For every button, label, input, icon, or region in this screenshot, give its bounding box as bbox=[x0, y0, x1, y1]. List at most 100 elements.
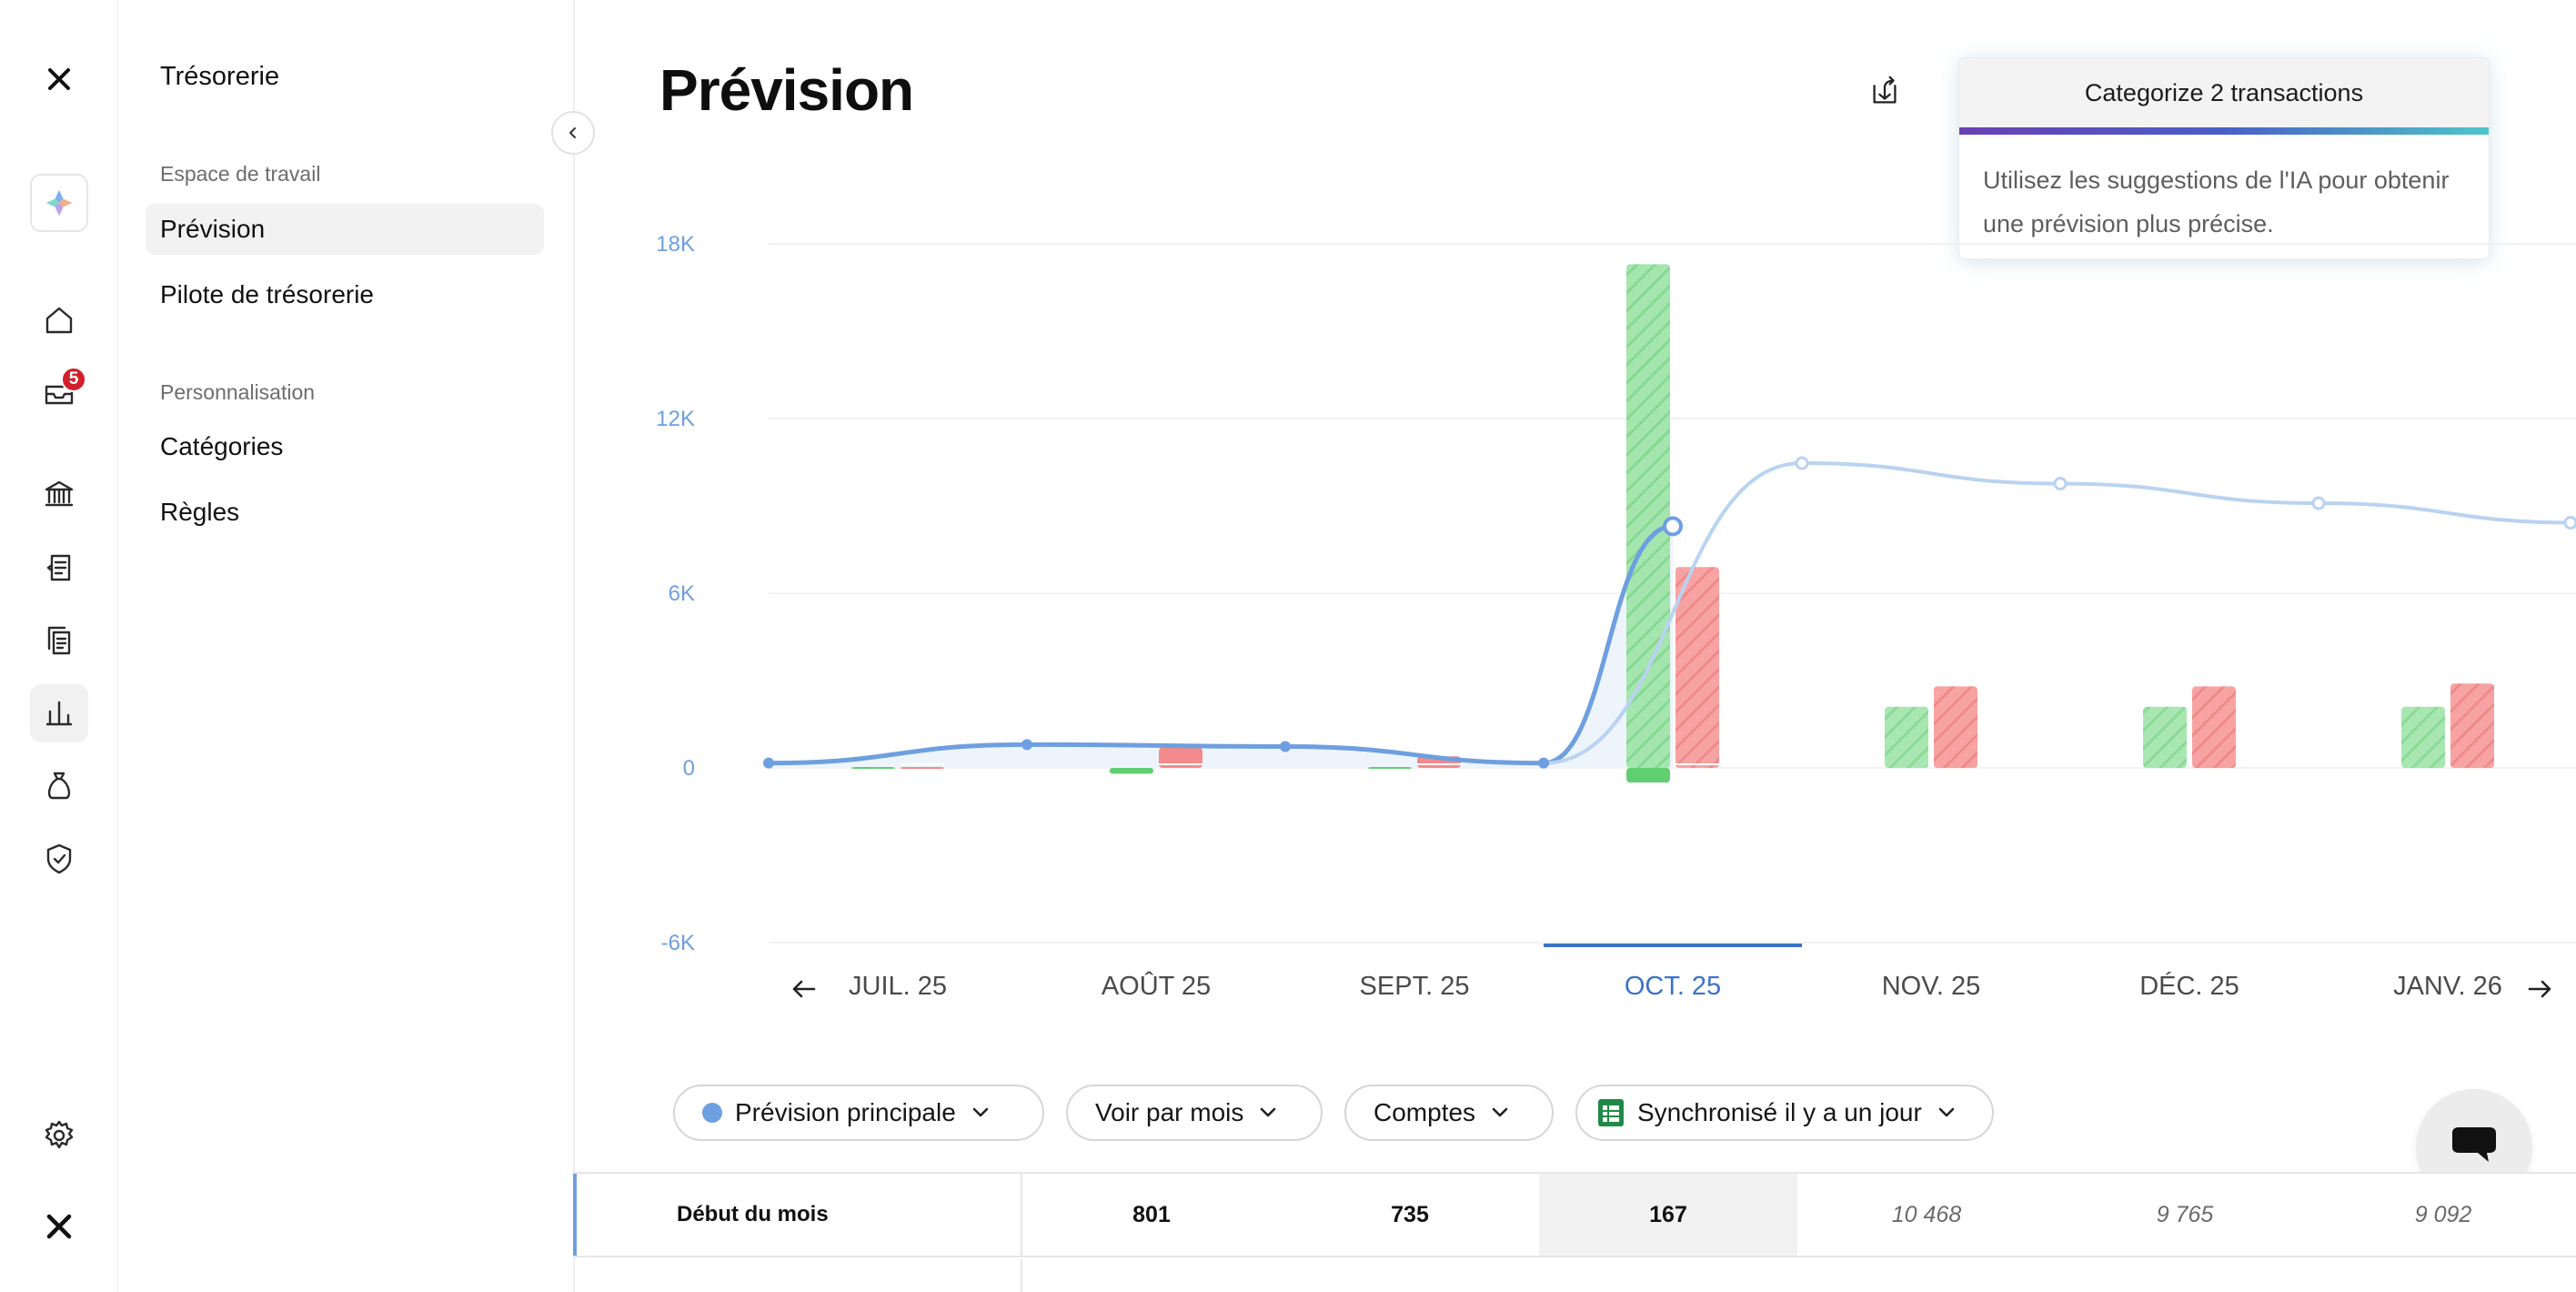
forecast-point bbox=[2053, 477, 2068, 491]
previous-period-button[interactable] bbox=[786, 971, 822, 1007]
inflow-bar bbox=[1885, 706, 1928, 768]
table-cell[interactable]: 735 bbox=[1391, 1201, 1429, 1227]
period-dropdown[interactable]: Voir par mois bbox=[1066, 1085, 1323, 1141]
outflow-bar bbox=[901, 767, 944, 770]
period-label: Voir par mois bbox=[1095, 1098, 1244, 1126]
arrow-right-icon bbox=[2528, 980, 2551, 998]
table-row: Début du mois 801 735 167 10 468 9 765 9… bbox=[573, 1172, 2576, 1257]
chat-icon bbox=[2452, 1127, 2496, 1162]
y-tick-label: 18K bbox=[656, 232, 695, 257]
x-axis-label: SEPT. 25 bbox=[1360, 972, 1470, 1001]
ai-card-title[interactable]: Categorize 2 transactions bbox=[1959, 58, 2489, 127]
table-cell[interactable]: 801 bbox=[1132, 1201, 1171, 1227]
forecast-balance-line bbox=[1543, 461, 2576, 765]
spreadsheet-icon bbox=[1598, 1099, 1624, 1126]
invoices-icon[interactable] bbox=[30, 539, 88, 597]
nav-item-categories[interactable]: Catégories bbox=[160, 432, 284, 460]
inflow-bar bbox=[1626, 264, 1670, 768]
collapse-sidebar-button[interactable] bbox=[551, 111, 595, 155]
outflow-bar bbox=[1675, 567, 1719, 768]
inflow-bar bbox=[1110, 768, 1153, 774]
scenario-dropdown[interactable]: Prévision principale bbox=[673, 1085, 1044, 1141]
balance-point bbox=[1663, 516, 1683, 537]
secondary-sidebar: Trésorerie Espace de travail Prévision P… bbox=[118, 0, 595, 1292]
outflow-bar bbox=[1934, 686, 1977, 768]
shield-icon[interactable] bbox=[30, 830, 88, 888]
scenario-color-dot bbox=[702, 1103, 722, 1123]
outflow-bar bbox=[2450, 683, 2494, 768]
table-cell-forecast[interactable]: 9 765 bbox=[2156, 1201, 2214, 1227]
bank-icon[interactable] bbox=[30, 465, 88, 523]
next-period-button[interactable] bbox=[2521, 971, 2558, 1007]
scenario-label: Prévision principale bbox=[735, 1098, 956, 1126]
table-next-row bbox=[573, 1259, 2576, 1292]
chevron-down-icon bbox=[972, 1107, 989, 1117]
chart-icon[interactable] bbox=[30, 684, 88, 742]
outflow-bar bbox=[2192, 686, 2236, 768]
y-tick-label: 12K bbox=[656, 407, 695, 431]
inflow-bar bbox=[1626, 768, 1670, 782]
x-axis-label: NOV. 25 bbox=[1882, 972, 1981, 1001]
nav-item-prevision[interactable]: Prévision bbox=[146, 204, 544, 255]
export-icon bbox=[1873, 76, 1897, 104]
ai-suggestion-card[interactable]: Categorize 2 transactions Utilisez les s… bbox=[1959, 58, 2489, 258]
y-tick-label: -6K bbox=[661, 931, 695, 955]
export-button[interactable] bbox=[1865, 71, 1905, 111]
chevron-down-icon bbox=[1261, 1107, 1276, 1117]
x-axis-label: AOÛT 25 bbox=[1102, 970, 1211, 1001]
x-axis-label: DÉC. 25 bbox=[2139, 971, 2239, 1001]
chevron-down-icon bbox=[1492, 1107, 1508, 1117]
forecast-point bbox=[2311, 496, 2326, 510]
inflow-bar bbox=[2143, 706, 2187, 768]
inbox-icon[interactable]: 5 bbox=[30, 363, 88, 421]
y-tick-label: 6K bbox=[669, 581, 695, 606]
balance-point bbox=[763, 757, 774, 769]
ai-card-body: Utilisez les suggestions de l'IA pour ob… bbox=[1959, 135, 2489, 246]
balance-area bbox=[769, 526, 1673, 768]
outflow-bar bbox=[1159, 747, 1202, 768]
forecast-point bbox=[2563, 516, 2576, 530]
documents-icon[interactable] bbox=[30, 611, 88, 670]
notification-badge: 5 bbox=[61, 367, 86, 392]
money-bag-icon[interactable] bbox=[30, 757, 88, 815]
sync-label: Synchronisé il y a un jour bbox=[1637, 1098, 1922, 1126]
ai-card-accent bbox=[1959, 127, 2489, 135]
forecast-chart: 18K 12K 6K 0 -6K JUIL. 25 AOÛT 25 SEPT. 25 OCT.… bbox=[656, 232, 2576, 1001]
ai-card-body-line1: Utilisez les suggestions de l'IA pour ob… bbox=[1983, 167, 2450, 194]
accounts-label: Comptes bbox=[1374, 1098, 1476, 1126]
inflow-bar bbox=[2401, 706, 2445, 768]
home-icon[interactable] bbox=[30, 291, 88, 349]
nav-item-regles[interactable]: Règles bbox=[160, 498, 240, 526]
balance-point bbox=[1538, 757, 1549, 769]
forecast-point bbox=[1795, 456, 1809, 470]
section-label-workspace: Espace de travail bbox=[160, 162, 321, 186]
sync-dropdown[interactable]: Synchronisé il y a un jour bbox=[1575, 1085, 1994, 1141]
logo-icon[interactable] bbox=[30, 50, 88, 108]
table-cell-forecast[interactable]: 9 092 bbox=[2414, 1201, 2472, 1227]
settings-icon[interactable] bbox=[30, 1106, 88, 1165]
workspace-icon[interactable] bbox=[30, 174, 88, 232]
chevron-left-icon bbox=[569, 127, 576, 138]
inflow-bar bbox=[851, 767, 895, 770]
x-axis-label: OCT. 25 bbox=[1625, 972, 1721, 1001]
ai-card-body-line2: une prévision plus précise. bbox=[1983, 210, 2274, 237]
icon-rail: 5 bbox=[0, 0, 118, 1292]
section-label-personalisation: Personnalisation bbox=[160, 380, 316, 404]
inflow-bar bbox=[1368, 767, 1412, 770]
row-label: Début du mois bbox=[573, 1174, 1022, 1256]
y-tick-label: 0 bbox=[683, 756, 695, 781]
accounts-dropdown[interactable]: Comptes bbox=[1344, 1085, 1554, 1141]
balance-point bbox=[1280, 741, 1291, 752]
nav-item-pilote[interactable]: Pilote de trésorerie bbox=[160, 280, 375, 308]
table-cell-current[interactable]: 167 bbox=[1539, 1174, 1797, 1256]
arrow-left-icon bbox=[792, 980, 816, 998]
balance-point bbox=[1021, 739, 1032, 751]
chevron-down-icon bbox=[1938, 1107, 1955, 1117]
sidebar-title: Trésorerie bbox=[160, 62, 280, 91]
page-title: Prévision bbox=[659, 57, 914, 123]
brand-icon[interactable] bbox=[30, 1197, 88, 1256]
x-axis-label: JANV. 26 bbox=[2393, 972, 2502, 1001]
actual-balance-line bbox=[768, 523, 1674, 766]
x-axis-label: JUIL. 25 bbox=[849, 972, 947, 1001]
table-cell-forecast[interactable]: 10 468 bbox=[1891, 1201, 1962, 1227]
